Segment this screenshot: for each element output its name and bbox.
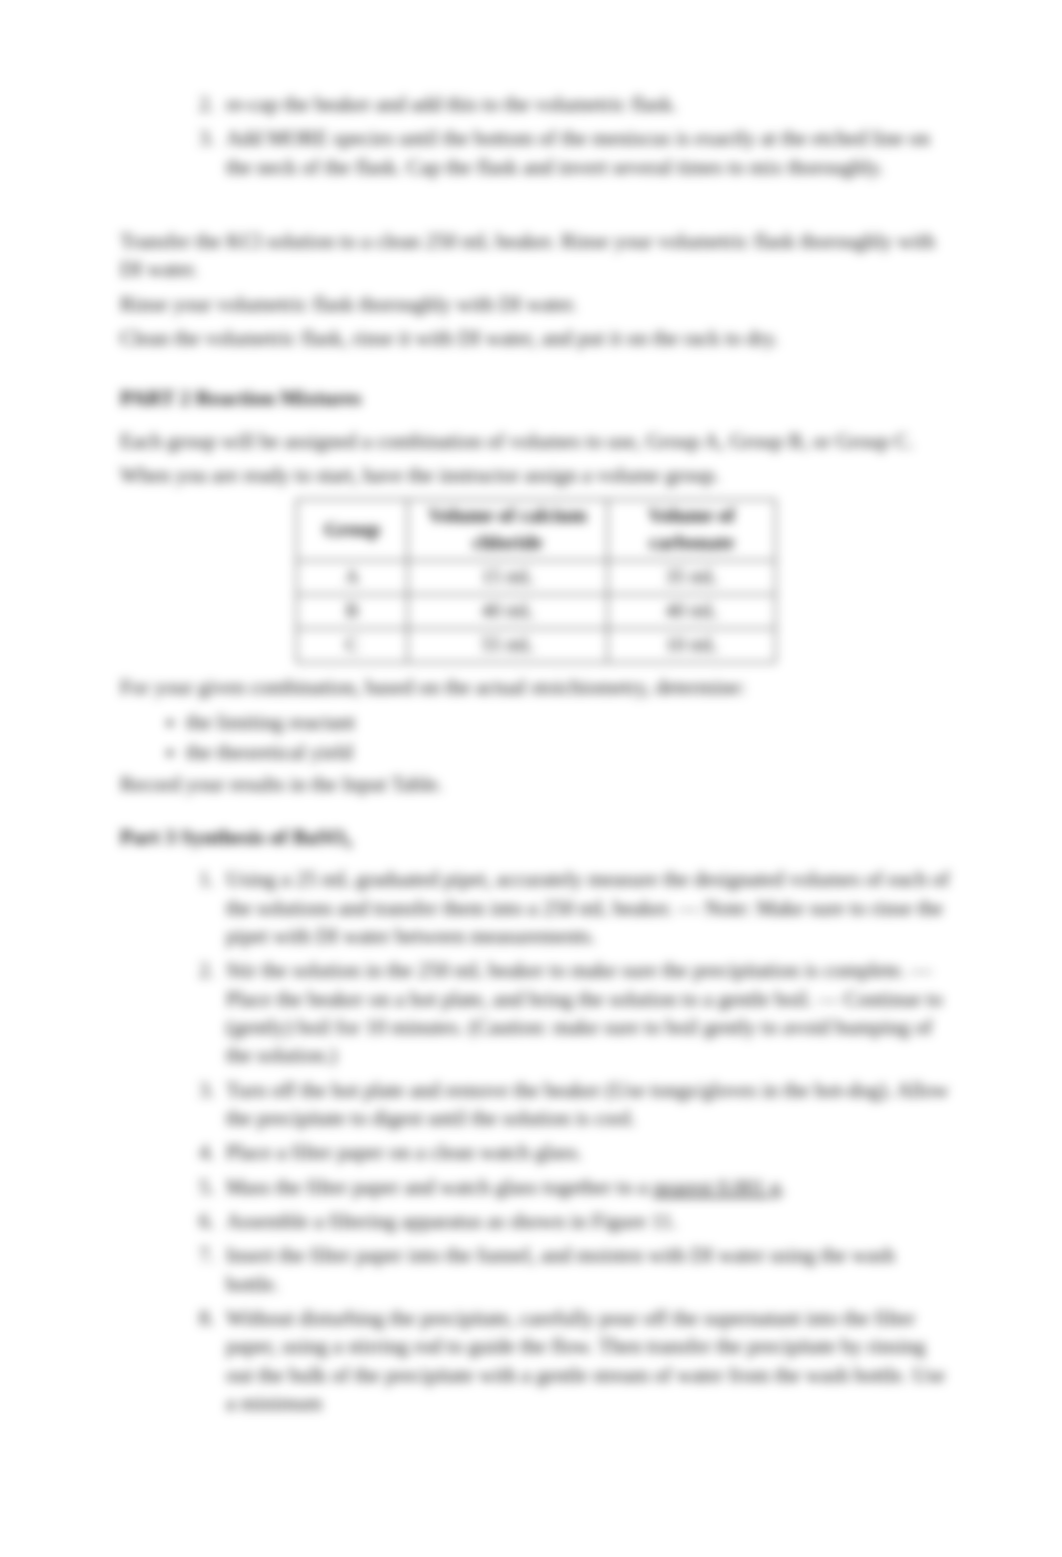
paragraph: For your given combination, based on the… (120, 673, 952, 701)
list-item: Place a filter paper on a clean watch gl… (220, 1138, 952, 1166)
table-header: Volume of carbonate (608, 500, 776, 561)
list-item: the limiting reactant (186, 708, 952, 736)
table-cell: 55 mL (408, 629, 608, 663)
table-row: A 15 mL 35 mL (297, 561, 776, 595)
table-header-row: Group Volume of calcium chloride Volume … (297, 500, 776, 561)
paragraph: Transfer the KCl solution to a clean 250… (120, 227, 952, 284)
paragraph: Clean the volumetric flask, rinse it wit… (120, 324, 952, 352)
list-item: re-cap the beaker and add this to the vo… (220, 90, 952, 118)
table-cell: B (297, 595, 408, 629)
top-ordered-list: re-cap the beaker and add this to the vo… (180, 90, 952, 181)
table-cell: 40 mL (608, 595, 776, 629)
part3-title: Part 3 Synthesis of BaSO₄ (120, 823, 952, 851)
list-item-text: re-cap the beaker and add this to the vo… (226, 92, 677, 116)
list-item: the theoretical yield (186, 738, 952, 766)
determine-list: the limiting reactant the theoretical yi… (120, 708, 952, 767)
list-item: Turn off the hot plate and remove the be… (220, 1076, 952, 1133)
paragraph: Each group will be assigned a combinatio… (120, 427, 952, 455)
list-item-text-prefix: Mass the filter paper and watch glass to… (226, 1175, 653, 1199)
list-item-text: Place a filter paper on a clean watch gl… (226, 1140, 582, 1164)
table-cell: 15 mL (408, 561, 608, 595)
table-header: Volume of calcium chloride (408, 500, 608, 561)
part2-title: PART 2 Reaction Mixtures (120, 384, 952, 412)
list-item: Insert the filter paper into the funnel,… (220, 1241, 952, 1298)
table-header: Group (297, 500, 408, 561)
list-item: Using a 25 mL graduated pipet, accuratel… (220, 865, 952, 950)
list-item-text: Insert the filter paper into the funnel,… (226, 1243, 895, 1295)
table-row: B 40 mL 40 mL (297, 595, 776, 629)
table-cell: A (297, 561, 408, 595)
part3-steps-block: Using a 25 mL graduated pipet, accuratel… (120, 865, 952, 1417)
list-item: Add MORE species until the bottom of the… (220, 124, 952, 181)
top-continuation-block: re-cap the beaker and add this to the vo… (120, 90, 952, 181)
list-item-text: Without disturbing the precipitate, care… (226, 1306, 945, 1415)
list-item-text: Stir the solution in the 250 mL beaker t… (226, 958, 943, 1067)
part3-ordered-list: Using a 25 mL graduated pipet, accuratel… (180, 865, 952, 1417)
paragraph: When you are ready to start, have the in… (120, 461, 952, 489)
underlined-text: nearest 0.001 g (653, 1175, 781, 1199)
list-item-text: Add MORE species until the bottom of the… (226, 126, 930, 178)
paragraph: Rinse your volumetric flask thoroughly w… (120, 290, 952, 318)
list-item: Without disturbing the precipitate, care… (220, 1304, 952, 1417)
paragraph: Record your results in the Input Table. (120, 770, 952, 798)
list-item-text: Turn off the hot plate and remove the be… (226, 1078, 949, 1130)
document-page: re-cap the beaker and add this to the vo… (0, 0, 1062, 1557)
table-cell: 10 mL (608, 629, 776, 663)
table-row: C 55 mL 10 mL (297, 629, 776, 663)
list-item-text-suffix: . (781, 1175, 786, 1199)
list-item: Stir the solution in the 250 mL beaker t… (220, 956, 952, 1069)
volume-table: Group Volume of calcium chloride Volume … (296, 499, 776, 663)
list-item: Mass the filter paper and watch glass to… (220, 1173, 952, 1201)
table-cell: C (297, 629, 408, 663)
table-cell: 35 mL (608, 561, 776, 595)
table-cell: 40 mL (408, 595, 608, 629)
list-item-text: Using a 25 mL graduated pipet, accuratel… (226, 867, 949, 948)
list-item: Assemble a filtering apparatus as shown … (220, 1207, 952, 1235)
list-item-text: Assemble a filtering apparatus as shown … (226, 1209, 677, 1233)
